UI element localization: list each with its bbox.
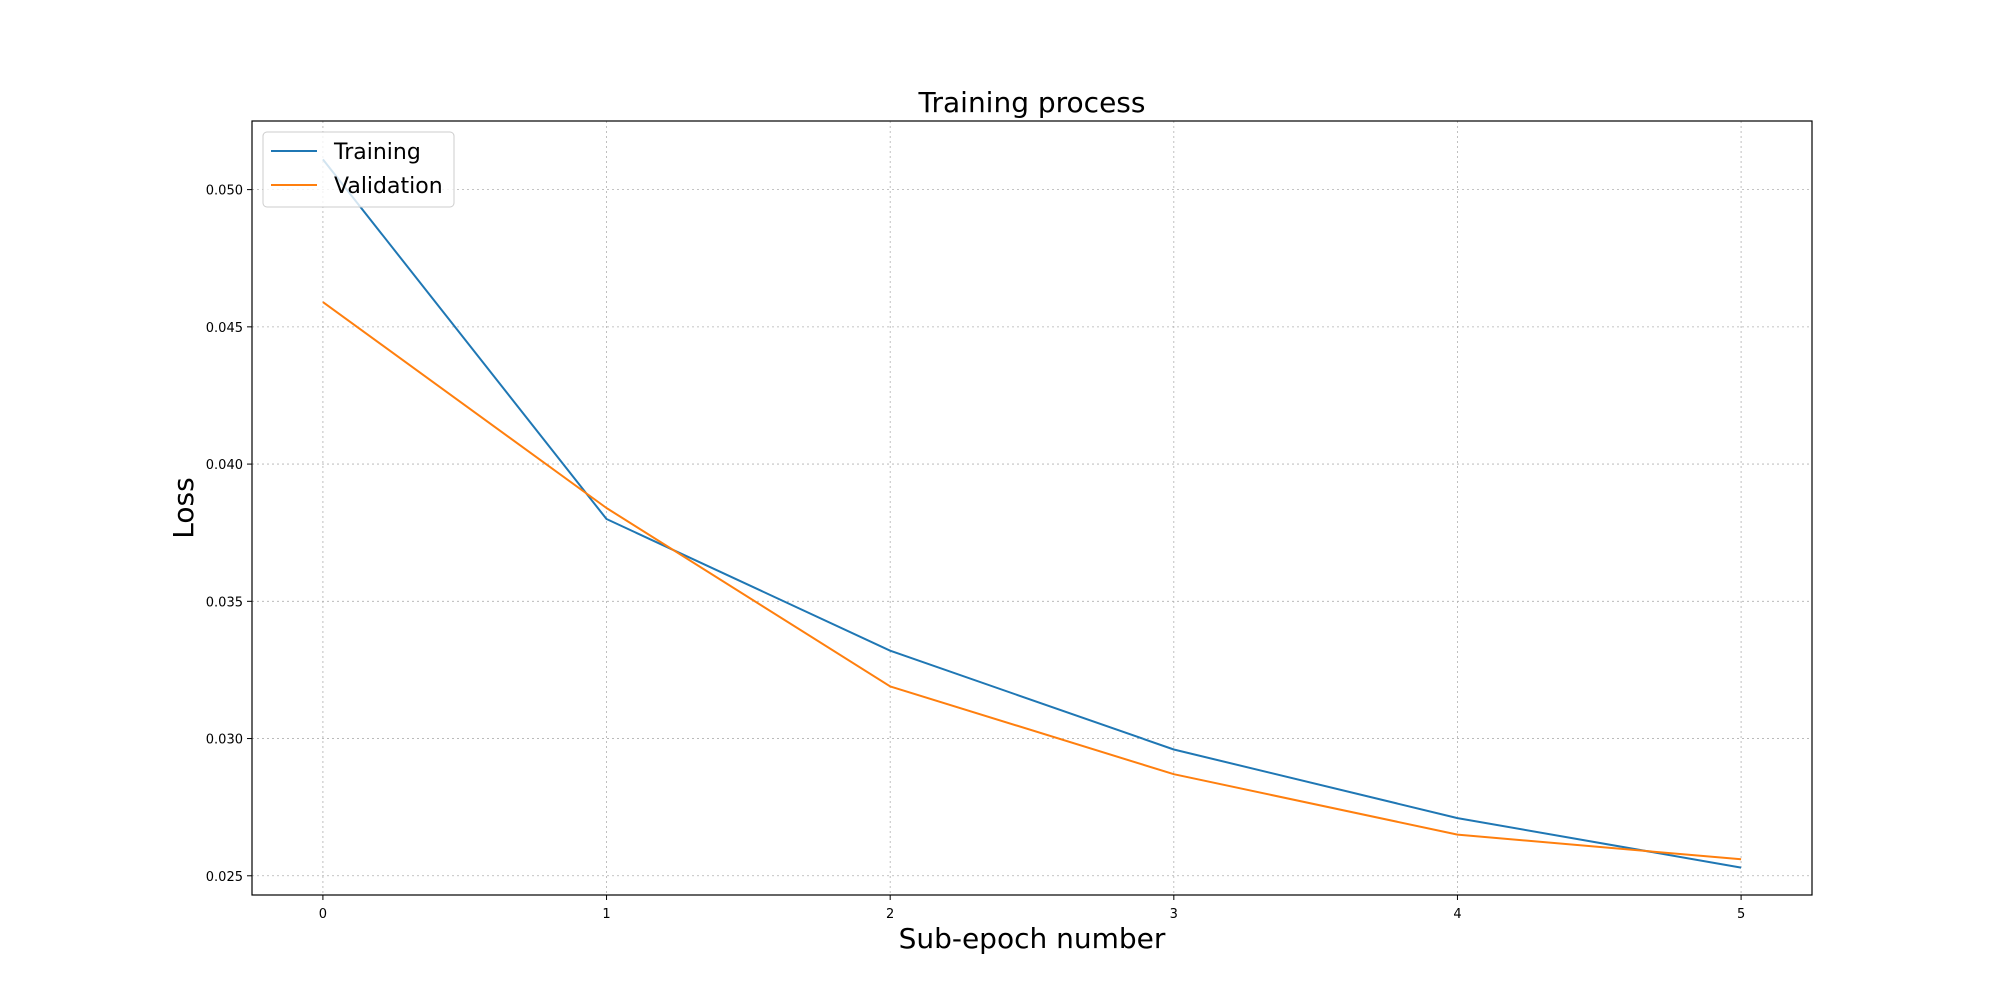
y-tick-label: 0.030 bbox=[206, 733, 243, 748]
series-line-training bbox=[322, 158, 1742, 869]
legend-label-validation: Validation bbox=[334, 174, 443, 199]
legend: Training Validation bbox=[262, 131, 455, 208]
y-tick-label: 0.035 bbox=[206, 595, 243, 610]
x-tick-label: 3 bbox=[1170, 907, 1178, 922]
ticks: 0 1 2 3 4 5 0.025 0.030 0.035 0.040 0.045 0.050 bbox=[206, 184, 1745, 922]
y-tick-label: 0.050 bbox=[206, 184, 243, 199]
plot-area-frame bbox=[251, 120, 1813, 896]
y-tick-label: 0.025 bbox=[206, 870, 243, 885]
x-tick-label: 4 bbox=[1453, 907, 1461, 922]
series-line-validation bbox=[322, 301, 1742, 861]
chart-title: Training process bbox=[918, 86, 1146, 119]
x-axis-title: Sub-epoch number bbox=[899, 922, 1166, 955]
y-axis-title: Loss bbox=[167, 477, 200, 538]
grid bbox=[252, 121, 1812, 895]
x-tick-label: 0 bbox=[319, 907, 327, 922]
y-tick-label: 0.040 bbox=[206, 458, 243, 473]
y-tick-label: 0.045 bbox=[206, 321, 243, 336]
series-lines bbox=[322, 158, 1742, 869]
x-tick-label: 1 bbox=[602, 907, 610, 922]
legend-label-training: Training bbox=[333, 140, 421, 165]
x-tick-label: 5 bbox=[1737, 907, 1745, 922]
x-tick-label: 2 bbox=[886, 907, 894, 922]
